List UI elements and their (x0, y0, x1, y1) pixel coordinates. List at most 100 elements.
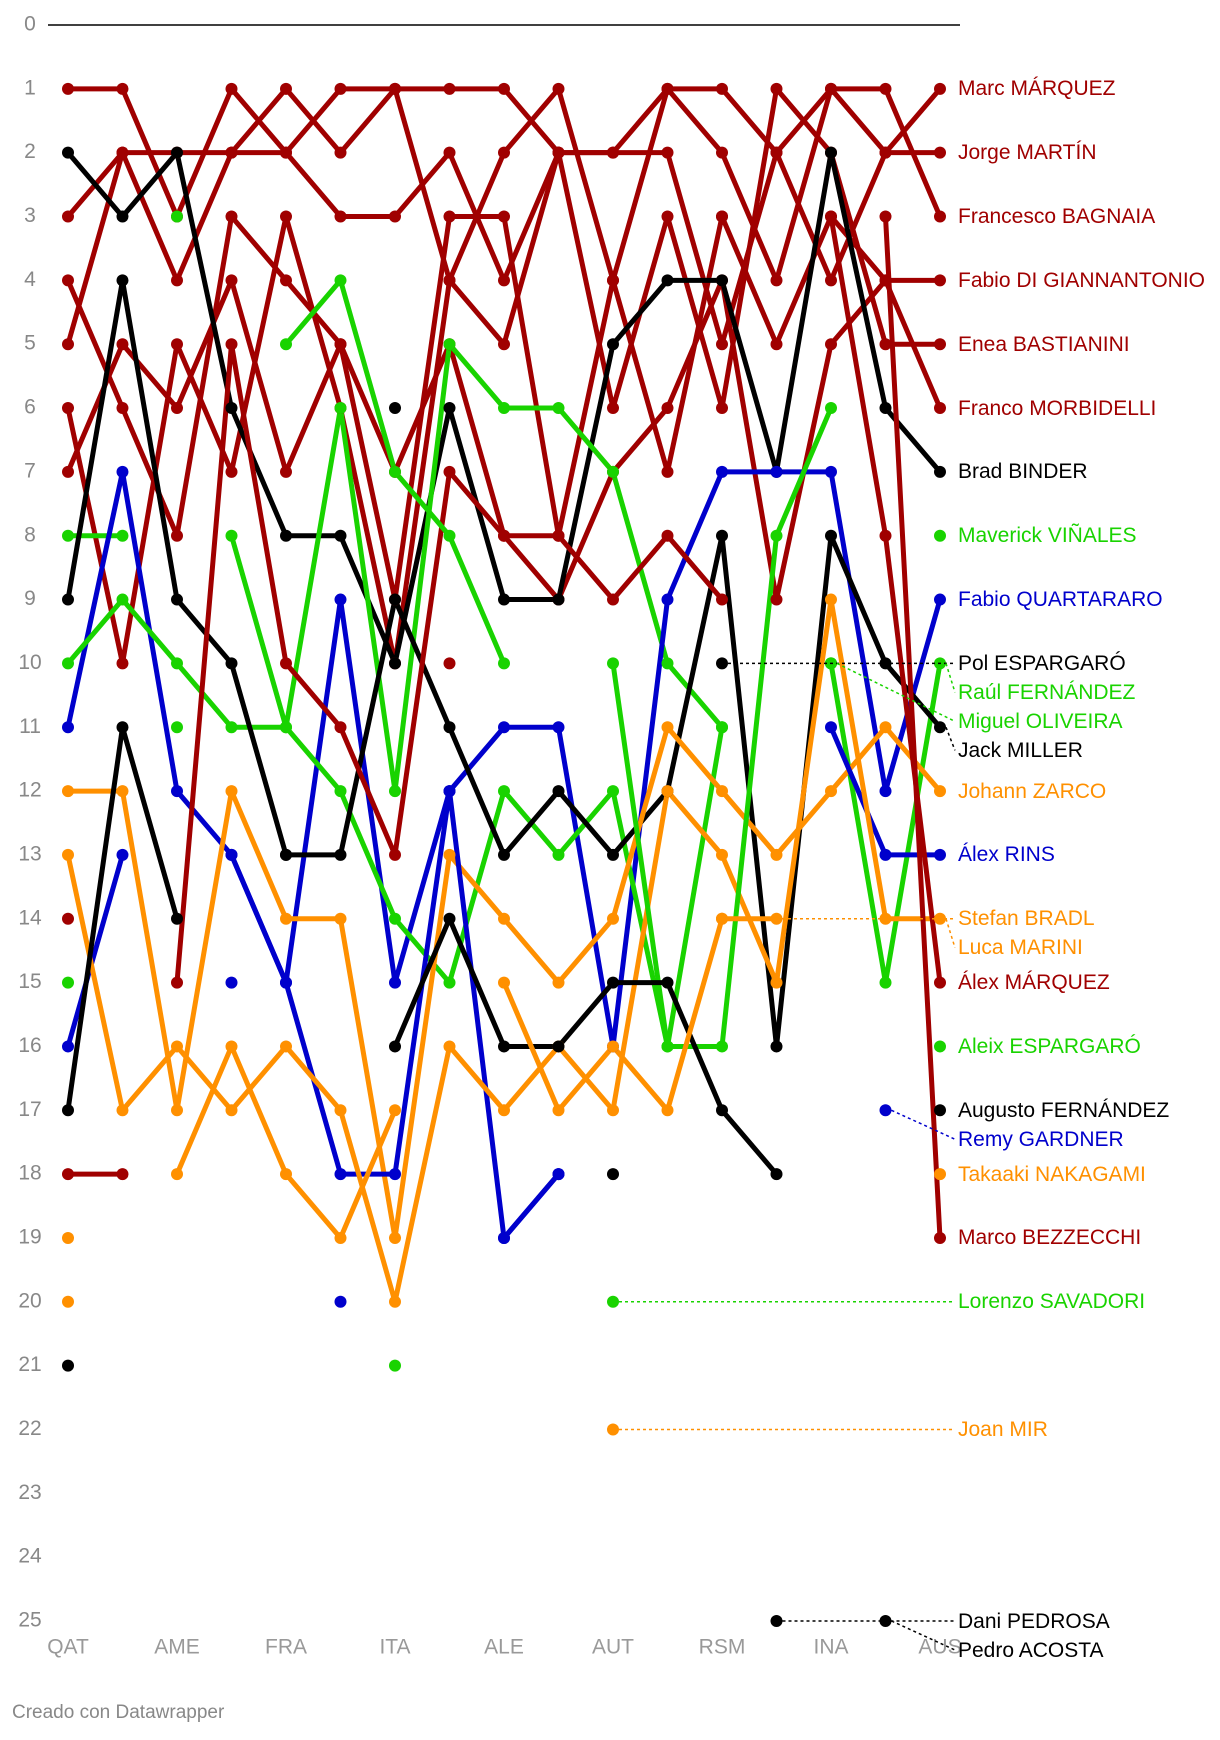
y-tick-label: 25 (18, 1609, 41, 1632)
series-label: Dani PEDROSA (958, 1609, 1110, 1633)
point (498, 338, 510, 351)
point (498, 402, 510, 415)
series-label: Brad BINDER (958, 460, 1088, 484)
x-tick-label: AME (154, 1636, 200, 1659)
series-label: Johann ZARCO (958, 779, 1107, 803)
point (62, 210, 74, 223)
point (334, 1231, 347, 1244)
y-tick-label: 12 (18, 779, 41, 802)
point (934, 1040, 946, 1053)
point (443, 146, 456, 159)
footer: Creado con Datawrapper (12, 1702, 225, 1723)
point (443, 529, 456, 542)
point (171, 146, 183, 159)
point (62, 274, 74, 287)
x-tick-label: FRA (265, 1636, 307, 1659)
point (934, 210, 946, 223)
point (607, 338, 619, 351)
point (716, 529, 728, 542)
leader-line (945, 726, 956, 751)
point (498, 274, 510, 287)
y-tick-label: 10 (18, 651, 41, 674)
point (498, 976, 510, 989)
point (770, 465, 783, 478)
series-label: Remy GARDNER (958, 1127, 1124, 1151)
point (171, 593, 183, 606)
point (825, 465, 837, 478)
point (334, 529, 347, 542)
point (770, 82, 783, 95)
point (389, 785, 401, 798)
point (334, 848, 347, 861)
point (934, 593, 946, 606)
point (498, 82, 510, 95)
series-label: Francesco BAGNAIA (958, 205, 1156, 229)
point (62, 1295, 74, 1308)
point (661, 529, 674, 542)
point (498, 848, 510, 861)
y-tick-label: 9 (24, 587, 36, 610)
point (171, 721, 183, 734)
point (171, 912, 183, 925)
x-tick-label: AUS (918, 1636, 961, 1659)
point (443, 82, 456, 95)
point (443, 1040, 456, 1053)
point (661, 82, 674, 95)
point (171, 976, 183, 989)
point (716, 146, 728, 159)
point (498, 593, 510, 606)
point (280, 146, 292, 159)
point (934, 82, 946, 95)
point (389, 82, 401, 95)
point (280, 465, 292, 478)
point (607, 1168, 619, 1181)
point (116, 82, 129, 95)
point (389, 1040, 401, 1053)
series-label: Luca MARINI (958, 936, 1083, 960)
x-tick-label: AUT (592, 1636, 634, 1659)
point (116, 274, 129, 287)
point (552, 1040, 565, 1053)
series-label: Takaaki NAKAGAMI (958, 1162, 1146, 1186)
point (934, 848, 946, 861)
series-label: Raúl FERNÁNDEZ (958, 680, 1136, 704)
point (934, 976, 946, 989)
point (225, 1040, 238, 1053)
point (225, 402, 238, 415)
point (443, 657, 456, 670)
point (443, 912, 456, 925)
x-tick-label: ITA (379, 1636, 410, 1659)
y-tick-label: 15 (18, 970, 41, 993)
series-label: Franco MORBIDELLI (958, 396, 1157, 420)
series-label: Fabio QUARTARARO (958, 588, 1163, 612)
point (443, 338, 456, 351)
point (280, 1040, 292, 1053)
point (770, 274, 783, 287)
point (825, 146, 837, 159)
point (280, 274, 292, 287)
series-label: Álex MÁRQUEZ (958, 971, 1110, 995)
leader-line (836, 662, 956, 723)
series-label: Stefan BRADL (958, 907, 1095, 931)
point (171, 338, 183, 351)
point (716, 338, 728, 351)
point (770, 1040, 783, 1053)
point (443, 976, 456, 989)
point (171, 1104, 183, 1117)
point (934, 1104, 946, 1117)
point (770, 1168, 783, 1181)
leader-line (891, 1109, 956, 1140)
point (934, 529, 946, 542)
point (62, 82, 74, 95)
point (716, 402, 728, 415)
point (443, 721, 456, 734)
y-tick-label: 11 (19, 715, 41, 738)
series-label: Miguel OLIVEIRA (958, 709, 1123, 733)
point (825, 721, 837, 734)
point (443, 274, 456, 287)
point (62, 848, 74, 861)
y-tick-label: 21 (18, 1353, 41, 1376)
point (825, 785, 837, 798)
point (116, 529, 129, 542)
